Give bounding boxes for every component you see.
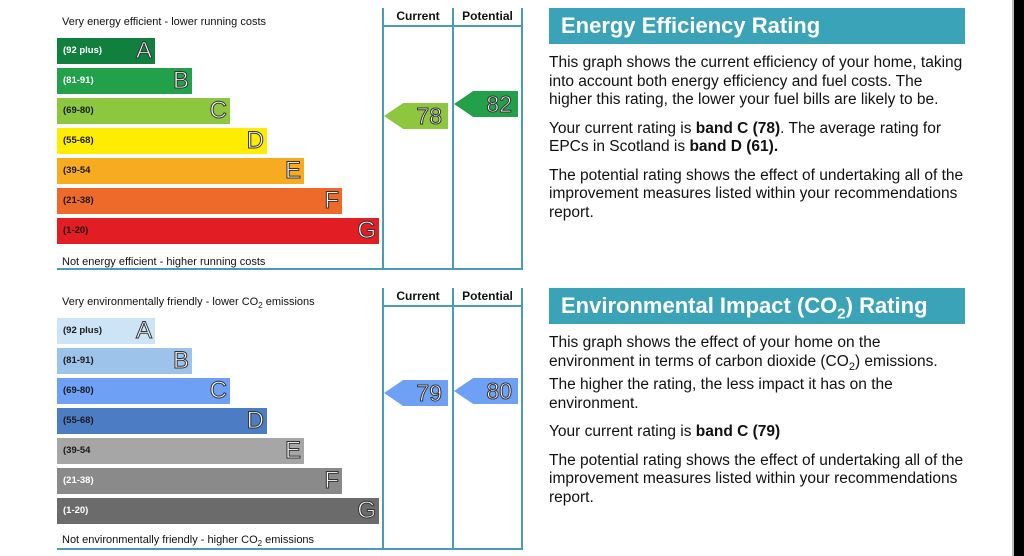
band-bar-e: (39-54 E — [57, 437, 304, 464]
band-bar-c: (69-80) C — [57, 377, 230, 404]
page-border — [1014, 0, 1024, 556]
chart-top-label: Very energy efficient - lower running co… — [62, 16, 267, 28]
panel-potential-note: The potential rating shows the effect of… — [549, 166, 964, 221]
band-letter: C — [209, 97, 227, 124]
band-letter: D — [246, 407, 264, 434]
potential-rating-value: 80 — [486, 378, 513, 404]
current-rating-value: 78 — [416, 103, 443, 129]
column-divider — [452, 8, 454, 270]
chart-baseline — [57, 548, 523, 550]
current-rating-arrow: 78 — [384, 103, 448, 129]
column-divider — [521, 288, 523, 550]
band-range: (21-38) — [63, 475, 94, 486]
band-letter: B — [172, 67, 189, 94]
column-divider — [521, 8, 523, 270]
header-line — [382, 25, 523, 27]
band-bar-a: (92 plus) A — [57, 37, 155, 64]
band-letter: F — [324, 187, 340, 214]
potential-header: Potential — [462, 9, 513, 23]
band-bar-b: (81-91) B — [57, 347, 192, 374]
current-rating-arrow: 79 — [384, 380, 448, 406]
current-rating-value: 79 — [416, 380, 443, 406]
band-letter: C — [209, 377, 227, 404]
environmental-impact-panel: Environmental Impact (CO2) Rating This g… — [549, 288, 965, 507]
potential-rating-arrow: 80 — [454, 378, 518, 404]
band-range: (1-20) — [63, 505, 89, 516]
band-letter: E — [284, 157, 301, 184]
environmental-impact-chart: Very environmentally friendly - lower CO… — [57, 288, 523, 550]
band-range: (1-20) — [63, 225, 89, 236]
band-range: (39-54 — [63, 165, 91, 176]
current-header: Current — [396, 289, 440, 303]
panel-description: This graph shows the effect of your home… — [549, 334, 938, 412]
column-divider — [382, 8, 384, 270]
band-range: (69-80) — [63, 385, 94, 396]
chart-baseline — [57, 268, 523, 270]
potential-rating-arrow: 82 — [454, 91, 518, 117]
band-range: (21-38) — [63, 195, 94, 206]
panel-current-rating: Your current rating is band C (79) — [549, 423, 781, 441]
header-line — [382, 305, 523, 307]
band-bar-c: (69-80) C — [57, 97, 230, 124]
panel-potential-note: The potential rating shows the effect of… — [549, 451, 964, 506]
energy-efficiency-panel: Energy Efficiency Rating This graph show… — [549, 8, 965, 222]
chart-bottom-label: Not environmentally friendly - higher CO… — [62, 534, 315, 549]
column-divider — [452, 288, 454, 550]
panel-current-rating: Your current rating is band C (78). The … — [549, 119, 942, 156]
page-edge — [1012, 0, 1014, 556]
band-letter: A — [135, 37, 152, 64]
band-letter: F — [324, 467, 340, 494]
band-bar-f: (21-38) F — [57, 187, 342, 214]
band-bar-a: (92 plus) A — [57, 317, 155, 344]
band-range: (92 plus) — [63, 325, 103, 336]
band-bar-d: (55-68) D — [57, 407, 267, 434]
energy-rating-chart: Very energy efficient - lower running co… — [57, 8, 523, 270]
panel-description: This graph shows the current efficiency … — [549, 54, 963, 108]
band-bar-g: (1-20) G — [57, 217, 379, 244]
band-bar-d: (55-68) D — [57, 127, 267, 154]
band-letter: B — [172, 347, 189, 374]
band-bar-f: (21-38) F — [57, 467, 342, 494]
potential-rating-value: 82 — [486, 91, 513, 117]
band-range: (55-68) — [63, 415, 94, 426]
current-header: Current — [396, 9, 440, 23]
band-letter: E — [284, 437, 301, 464]
panel-title: Energy Efficiency Rating — [549, 8, 965, 44]
band-letter: A — [135, 317, 152, 344]
potential-header: Potential — [462, 289, 513, 303]
chart-bottom-label: Not energy efficient - higher running co… — [62, 256, 266, 268]
band-range: (55-68) — [63, 135, 94, 146]
column-divider — [382, 288, 384, 550]
panel-title: Environmental Impact (CO2) Rating — [549, 288, 965, 324]
band-range: (81-91) — [63, 355, 94, 366]
band-bar-g: (1-20) G — [57, 497, 379, 524]
chart-top-label: Very environmentally friendly - lower CO… — [62, 296, 315, 311]
band-bar-b: (81-91) B — [57, 67, 192, 94]
band-letter: G — [357, 217, 377, 244]
band-bar-e: (39-54 E — [57, 157, 304, 184]
band-letter: G — [357, 497, 377, 524]
band-range: (69-80) — [63, 105, 94, 116]
band-range: (81-91) — [63, 75, 94, 86]
band-letter: D — [246, 127, 264, 154]
band-range: (92 plus) — [63, 45, 103, 56]
band-range: (39-54 — [63, 445, 91, 456]
